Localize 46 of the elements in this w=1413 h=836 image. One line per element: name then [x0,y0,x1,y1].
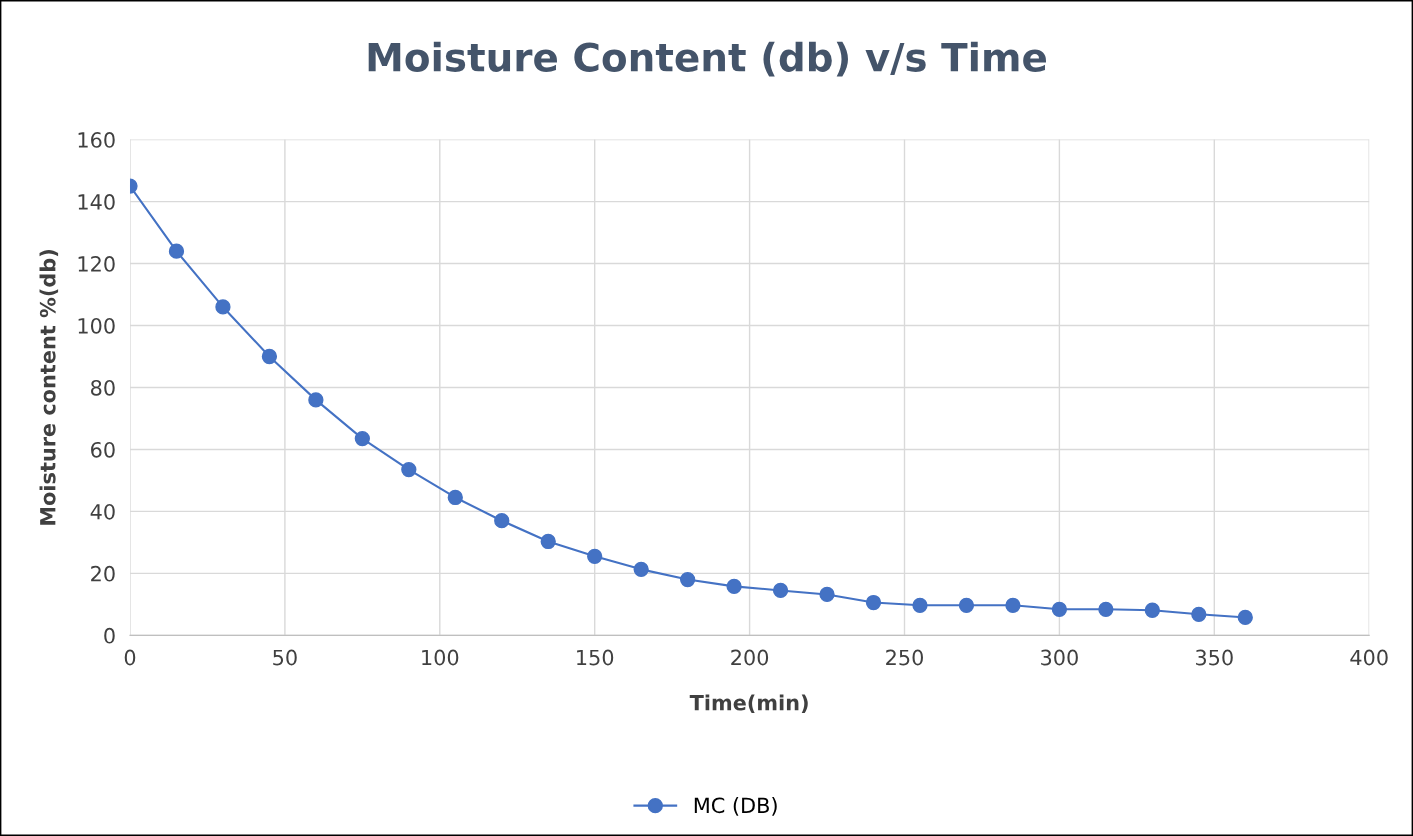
x-axis-title: Time(min) [689,694,808,713]
point [1237,609,1253,626]
y-tick-label: 160 [78,132,115,148]
y-tick-label: 140 [78,194,115,210]
x-tick-label: 150 [577,649,614,666]
point [633,561,649,578]
point [168,243,185,259]
y-tick-label: 60 [91,441,115,458]
point [1051,601,1068,617]
point [308,392,324,408]
y-tick-label: 0 [104,627,115,644]
x-tick-label: 250 [886,649,923,666]
point [1098,601,1114,617]
point [726,578,742,595]
point [401,461,417,478]
point [494,513,510,529]
point [819,586,835,603]
x-tick-label: 350 [1196,649,1233,666]
point [215,299,231,315]
point [865,594,882,611]
point [912,597,928,613]
x-tick-label: 200 [731,649,769,666]
y-tick-label: 40 [90,503,115,520]
point [447,489,463,506]
point [261,348,278,365]
x-tick-label: 300 [1041,649,1078,666]
x-tick-label: 100 [422,649,459,666]
point [587,548,603,564]
legend-label: MC (DB) [694,797,777,816]
x-tick-label: 400 [1350,649,1388,666]
x-tick-label: 0 [124,649,136,666]
point [354,430,370,447]
point [772,582,789,599]
point [679,571,696,588]
point [1191,606,1207,622]
y-tick-label: 100 [78,317,115,334]
point [1144,602,1160,618]
y-tick-label: 120 [78,256,115,272]
y-tick-label: 20 [91,565,115,582]
point [1005,597,1021,613]
chart-title: Moisture Content (db) v/s Time [368,41,1046,77]
point [540,533,556,550]
point [958,597,975,613]
y-tick-label: 80 [91,379,115,396]
y-axis-title: Moisture content %(db) [39,250,59,525]
x-tick-label: 50 [273,649,297,666]
